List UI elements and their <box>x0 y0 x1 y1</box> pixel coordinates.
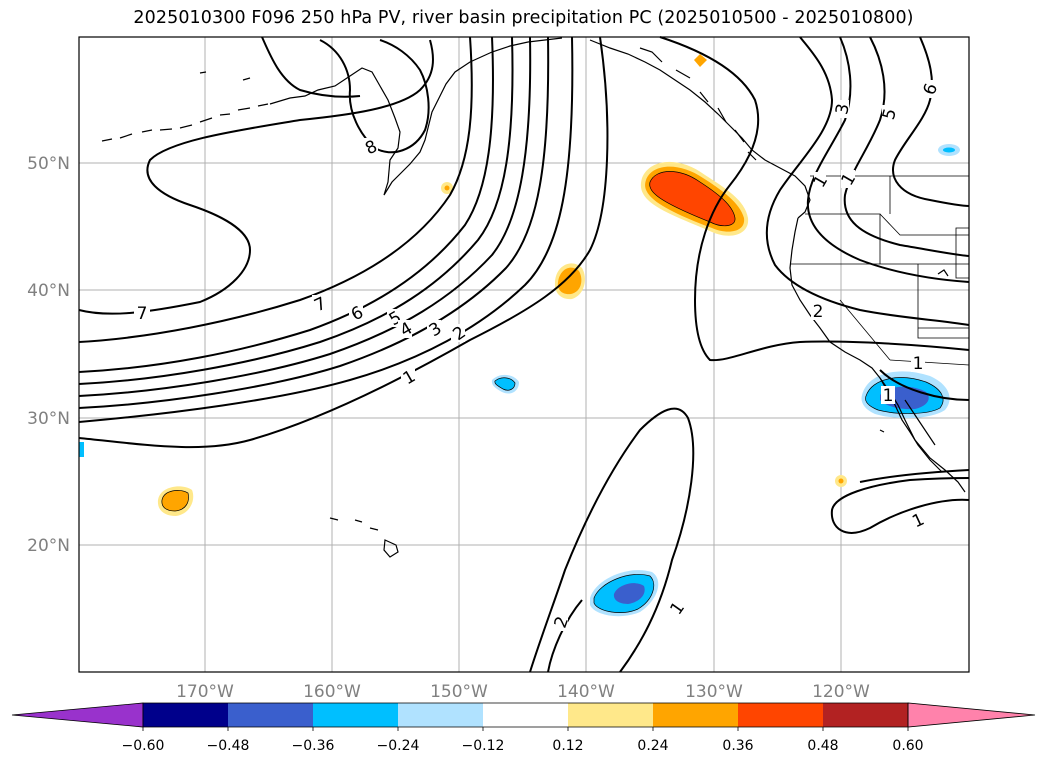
precip-positive-area <box>161 490 189 511</box>
contour-label: 7 <box>137 304 148 324</box>
map-frame <box>78 36 970 673</box>
colorbar-segment <box>143 703 228 727</box>
precip-positive-area <box>838 478 844 484</box>
precip-negative-area <box>79 442 84 457</box>
figure-title: 2025010300 F096 250 hPa PV, river basin … <box>133 8 914 28</box>
lat-label: 50°N <box>27 154 70 174</box>
pv-contours <box>78 36 970 673</box>
contour-label: 3 <box>832 102 854 116</box>
colorbar-segment <box>568 703 653 727</box>
colorbar-segment <box>653 703 738 727</box>
colorbar-tick-label: −0.36 <box>292 738 335 754</box>
lon-label: 170°W <box>176 682 234 702</box>
colorbar-segment <box>313 703 398 727</box>
precip-outlines <box>161 171 944 613</box>
colorbar-tick-label: 0.36 <box>722 738 753 754</box>
colorbar-tick-label: 0.48 <box>807 738 838 754</box>
colorbar-extend-max <box>907 702 1036 728</box>
longitude-labels: 170°W 160°W 150°W 140°W 130°W 120°W <box>176 682 870 702</box>
lon-label: 130°W <box>685 682 743 702</box>
precip-positive-area <box>444 185 450 191</box>
precip-positive-area <box>694 54 707 67</box>
political-borders <box>790 175 970 366</box>
contour-label: 1 <box>913 354 924 374</box>
lon-label: 120°W <box>812 682 870 702</box>
colorbar-tick-label: −0.12 <box>462 738 505 754</box>
colorbar-extend-min <box>11 702 144 728</box>
lon-label: 150°W <box>430 682 488 702</box>
contour-label: 5 <box>879 106 901 122</box>
lon-label: 140°W <box>557 682 615 702</box>
lat-label: 30°N <box>27 409 70 429</box>
colorbar-segment <box>398 703 483 727</box>
precip-negative-area <box>613 583 645 604</box>
colorbar-tick-label: 0.12 <box>552 738 583 754</box>
contour-label: 1 <box>883 386 894 406</box>
precip-shading <box>79 54 960 617</box>
colorbar-tick-label: −0.48 <box>207 738 250 754</box>
colorbar-segment <box>228 703 313 727</box>
colorbar-tick-label: 0.24 <box>637 738 668 754</box>
colorbar-segment <box>738 703 823 727</box>
colorbar-segment <box>823 703 908 727</box>
colorbar-tick-label: 0.60 <box>892 738 923 754</box>
precip-negative-area <box>943 147 955 153</box>
precip-positive-area <box>557 267 582 295</box>
colorbar-segment <box>483 703 568 727</box>
lon-label: 160°W <box>303 682 361 702</box>
colorbar-tick-label: −0.60 <box>122 738 165 754</box>
lat-label: 40°N <box>27 281 70 301</box>
contour-label: 2 <box>813 302 824 322</box>
latitude-labels: 50°N 40°N 30°N 20°N <box>27 154 70 556</box>
lat-label: 20°N <box>27 536 70 556</box>
colorbar: −0.60 −0.48 −0.36 −0.24 −0.12 0.12 0.24 0.36 0.4… <box>11 702 1036 754</box>
colorbar-tick-label: −0.24 <box>377 738 420 754</box>
pv-contour-labels: 8 7 7 6 5 4 3 2 1 1 1 1 1 2 2 1 3 5 6 <box>134 80 942 631</box>
